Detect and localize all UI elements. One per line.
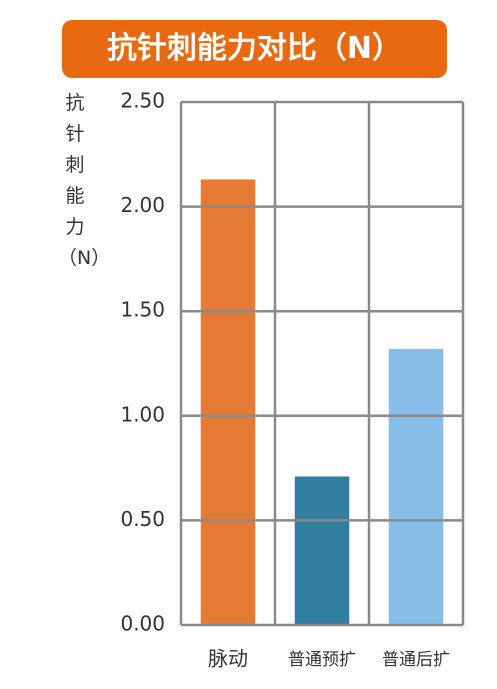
x-tick-label: 脉动	[208, 647, 248, 671]
y-tick-label: 1.00	[120, 402, 165, 426]
y-tick-label: 0.00	[120, 612, 165, 636]
y-tick-label: 2.00	[120, 193, 165, 217]
bar	[388, 348, 444, 625]
y-axis-label: 抗针刺能力（N）	[58, 92, 111, 269]
bar	[294, 476, 350, 625]
y-tick-label: 1.50	[120, 298, 165, 322]
chart-title: 抗针刺能力对比（N）	[62, 20, 447, 78]
y-tick-label: 2.50	[120, 89, 165, 113]
bar	[200, 179, 256, 626]
y-tick-label: 0.50	[120, 507, 165, 531]
x-tick-label: 普通后扩	[382, 650, 450, 670]
x-tick-label: 普通预扩	[288, 650, 356, 670]
